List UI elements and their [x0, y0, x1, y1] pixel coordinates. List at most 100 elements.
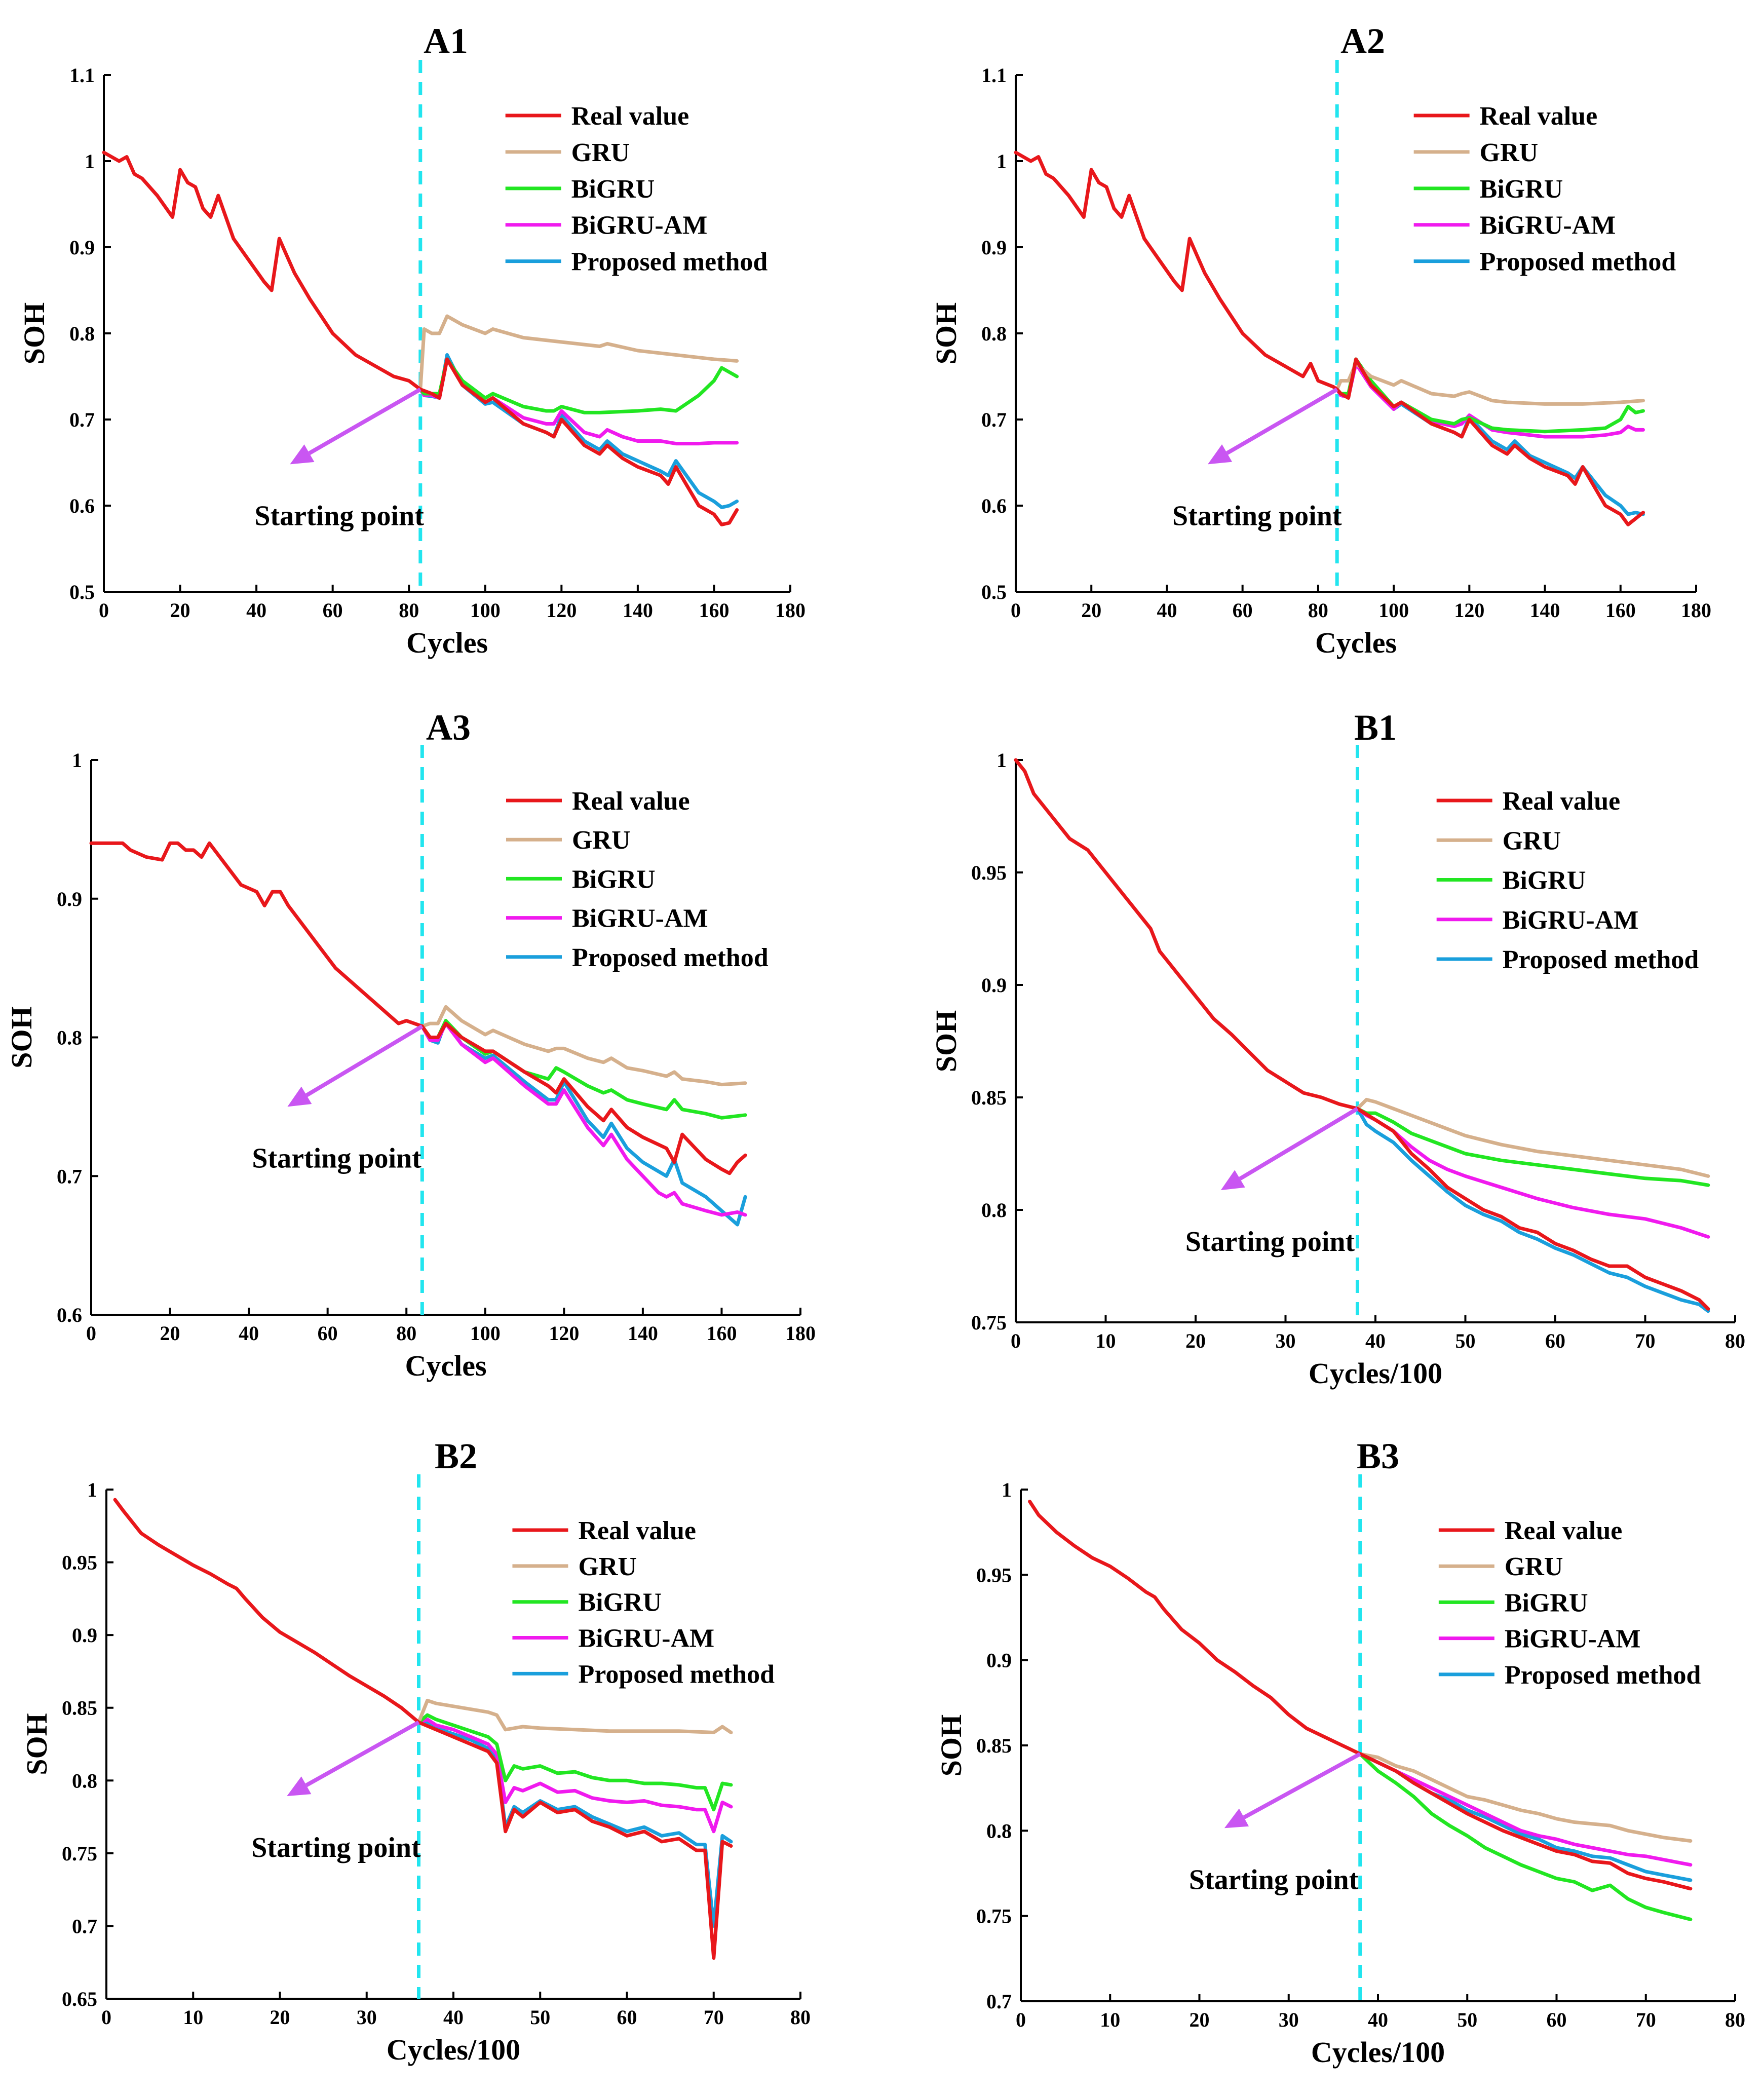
chart-title: A3	[426, 707, 471, 748]
starting-point-arrow	[1243, 1752, 1361, 1819]
legend-item: BiGRU-AM	[1413, 211, 1616, 240]
y-tick-label: 0.9	[69, 236, 95, 259]
series-line-gru	[1356, 1097, 1710, 1178]
legend-label: BiGRU-AM	[571, 211, 708, 240]
chart-a1: A1 0 20 40 60 80 100 120 140 160 180 0.5 0.6 0.7 0.8 0.…	[18, 21, 806, 659]
legend-item: GRU	[505, 138, 630, 167]
starting-point-label: Starting point	[1189, 1864, 1359, 1895]
starting-point-arrow	[305, 1024, 424, 1097]
x-tick-label: 40	[1157, 599, 1177, 622]
x-tick-label: 30	[357, 2006, 377, 2029]
y-tick-label: 1	[996, 150, 1007, 173]
starting-point-arrow	[1239, 1107, 1359, 1181]
series-line-bigru	[1356, 1107, 1710, 1187]
series-line-bigru	[1358, 1752, 1693, 1921]
y-tick-label: 1	[72, 749, 82, 772]
x-tick-label: 0	[86, 1322, 96, 1345]
series-line-real-value	[113, 1498, 733, 1960]
y-tick-label: 0.7	[986, 1990, 1012, 2013]
y-tick-label: 0.9	[981, 974, 1007, 997]
x-tick-label: 70	[1636, 2008, 1656, 2031]
y-tick-label: 0.9	[986, 1649, 1012, 1672]
x-axis-label: Cycles	[405, 1349, 486, 1382]
starting-point-label: Starting point	[252, 1142, 421, 1174]
x-tick-label: 140	[1530, 599, 1560, 622]
series-line-real-value	[1014, 758, 1710, 1311]
legend-label: Proposed method	[578, 1660, 775, 1689]
starting-point-arrow	[1226, 388, 1338, 455]
y-axis-label: SOH	[930, 302, 963, 365]
x-tick-label: 80	[1308, 599, 1328, 622]
y-tick-label: 0.5	[69, 581, 95, 603]
x-tick-label: 0	[99, 599, 109, 622]
legend-label: BiGRU	[1503, 866, 1586, 895]
legend-label: BiGRU-AM	[1480, 211, 1616, 240]
legend-label: BiGRU	[578, 1588, 662, 1617]
x-axis-label: Cycles/100	[387, 2033, 520, 2066]
y-tick-label: 0.85	[976, 1734, 1012, 1757]
legend-item: BiGRU-AM	[512, 1624, 714, 1653]
legend-item: Real value	[512, 1516, 696, 1545]
legend-label: GRU	[572, 826, 631, 855]
legend-item: BiGRU	[512, 1588, 662, 1617]
x-tick-label: 180	[785, 1322, 816, 1345]
series-line-gru	[420, 1005, 747, 1087]
x-tick-label: 120	[1454, 599, 1484, 622]
x-tick-label: 20	[1185, 1329, 1206, 1352]
y-tick-label: 1	[87, 1478, 97, 1501]
x-tick-label: 100	[1378, 599, 1409, 622]
legend-label: Real value	[571, 102, 689, 131]
legend-item: Real value	[506, 787, 690, 816]
y-tick-label: 0.95	[976, 1564, 1012, 1586]
legend-item: BiGRU-AM	[1438, 1625, 1641, 1654]
x-tick-label: 0	[101, 2006, 111, 2029]
x-tick-label: 70	[1635, 1329, 1656, 1352]
legend-label: GRU	[1505, 1552, 1563, 1581]
legend-label: GRU	[578, 1552, 637, 1581]
series-line-gru	[1358, 1752, 1693, 1843]
series-line-bigru	[418, 357, 739, 414]
x-tick-label: 10	[183, 2006, 203, 2029]
y-axis-label: SOH	[935, 1715, 968, 1777]
x-tick-label: 0	[1016, 2008, 1026, 2031]
x-tick-label: 20	[170, 599, 190, 622]
y-tick-label: 0.8	[69, 322, 95, 345]
legend-item: GRU	[512, 1552, 637, 1581]
x-tick-label: 60	[617, 2006, 637, 2029]
chart-title: B3	[1357, 1436, 1399, 1476]
y-tick-label: 0.95	[971, 861, 1007, 884]
y-tick-label: 0.5	[981, 581, 1007, 603]
legend-label: GRU	[1503, 826, 1561, 855]
x-tick-label: 0	[1011, 1329, 1021, 1352]
legend-item: Proposed method	[1438, 1661, 1701, 1690]
legend-label: BiGRU-AM	[1505, 1625, 1641, 1654]
x-tick-label: 40	[443, 2006, 464, 2029]
legend-item: BiGRU-AM	[506, 904, 708, 933]
x-tick-label: 20	[160, 1322, 180, 1345]
x-axis-label: Cycles/100	[1309, 1357, 1442, 1390]
starting-point-label: Starting point	[254, 500, 424, 531]
x-tick-label: 160	[699, 599, 729, 622]
legend-label: Proposed method	[1505, 1661, 1701, 1690]
y-tick-label: 0.95	[62, 1551, 97, 1574]
legend-item: Proposed method	[1436, 945, 1699, 974]
x-tick-label: 60	[323, 599, 343, 622]
chart-title: A1	[424, 21, 468, 61]
starting-point-label: Starting point	[1172, 500, 1342, 531]
y-axis-label: SOH	[930, 1010, 963, 1073]
legend-label: Proposed method	[1480, 248, 1676, 277]
arrow-head	[1220, 1170, 1245, 1191]
series-line-proposed-method	[1358, 1752, 1693, 1882]
legend-label: BiGRU	[572, 865, 656, 894]
x-tick-label: 20	[1190, 2008, 1210, 2031]
legend-label: BiGRU	[1505, 1588, 1588, 1617]
x-tick-label: 140	[628, 1322, 658, 1345]
y-tick-label: 1.1	[69, 64, 95, 87]
series-line-bigru	[417, 1713, 733, 1812]
legend-item: GRU	[1436, 826, 1561, 855]
y-tick-label: 0.7	[57, 1165, 82, 1188]
legend-item: Proposed method	[512, 1660, 775, 1689]
legend-label: BiGRU-AM	[578, 1624, 714, 1653]
y-tick-label: 0.8	[57, 1026, 82, 1049]
x-tick-label: 0	[1011, 599, 1021, 622]
